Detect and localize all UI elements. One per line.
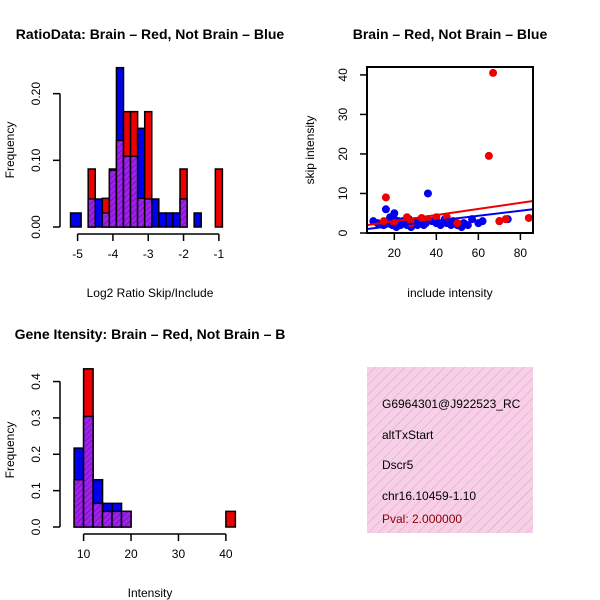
intensity-histogram-bar-brain <box>225 510 237 528</box>
intensity-scatter-y-tick-label: 0 <box>336 229 350 236</box>
intensity-scatter-frame <box>366 66 534 234</box>
intensity-histogram-xlabel: Intensity <box>128 586 173 600</box>
brain-point <box>489 68 498 77</box>
intensity-histogram-y-tick-label: 0.4 <box>29 373 43 390</box>
info-location: chr16.10459-1.10 <box>382 489 476 503</box>
intensity-histogram-y-tick-label: 0.3 <box>29 409 43 426</box>
ratio-histogram-bar-overlap-hatch <box>123 156 131 227</box>
intensity-scatter-y-tick-label: 20 <box>336 147 350 161</box>
info-event-type: altTxStart <box>382 428 434 442</box>
intensity-histogram-bar-overlap-hatch <box>83 416 94 527</box>
ratio-histogram-title: RatioData: Brain – Red, Not Brain – Blue <box>16 26 285 42</box>
ratio-histogram-bar-notbrain <box>193 212 202 228</box>
brain-fit-line <box>367 199 533 227</box>
ratio-histogram-axes: -5 -4 -3 -2 -1 0.00 0.10 0.20 <box>29 82 225 261</box>
ratio-histogram-bar-overlap-hatch <box>116 140 124 227</box>
info-panel: G6964301@J922523_RC altTxStart Dscr5 chr… <box>367 367 533 533</box>
intensity-scatter-x-tick-label: 80 <box>514 246 528 260</box>
ratio-histogram-y-tick-label: 0.20 <box>29 82 43 106</box>
intensity-scatter-panel: Brain – Red, Not Brain – Blue 20 40 60 80 0 1… <box>303 26 547 300</box>
brain-point <box>495 217 504 226</box>
ratio-histogram-bar-overlap-hatch <box>180 199 188 227</box>
intensity-histogram-bar-overlap-hatch <box>121 511 132 527</box>
intensity-scatter-ylabel: skip intensity <box>303 116 317 185</box>
ratio-histogram-ylabel: Frequency <box>3 122 17 179</box>
intensity-scatter-y-tick-label: 30 <box>336 107 350 121</box>
ratio-histogram-bar-notbrain <box>94 198 104 228</box>
intensity-scatter-title: Brain – Red, Not Brain – Blue <box>353 26 548 42</box>
not-brain-point <box>381 205 390 214</box>
ratio-histogram-bar-overlap-hatch <box>144 199 152 227</box>
brain-point <box>453 219 462 228</box>
intensity-histogram-bar-overlap-hatch <box>74 479 84 527</box>
info-pval: Pval: 2.000000 <box>382 512 462 526</box>
ratio-histogram-x-tick-label: -3 <box>143 247 154 261</box>
intensity-histogram-panel: Gene Itensity: Brain – Red, Not Brain – … <box>3 326 285 600</box>
info-probe-id: G6964301@J922523_RC <box>382 397 521 411</box>
intensity-histogram-x-tick-label: 30 <box>172 547 186 561</box>
brain-point <box>484 151 493 160</box>
intensity-histogram-bar-overlap-hatch <box>93 503 103 527</box>
ratio-histogram-bar-notbrain <box>69 212 82 228</box>
intensity-histogram-y-tick-label: 0.1 <box>29 482 43 499</box>
not-brain-point <box>436 221 445 230</box>
intensity-histogram-bars <box>73 368 237 528</box>
ratio-histogram-x-tick-label: -5 <box>72 247 83 261</box>
intensity-scatter-points <box>367 68 533 232</box>
intensity-histogram-y-tick-label: 0.2 <box>29 446 43 463</box>
brain-point <box>381 193 390 202</box>
intensity-histogram-x-tick-label: 40 <box>219 547 233 561</box>
ratio-histogram-xlabel: Log2 Ratio Skip/Include <box>87 286 214 300</box>
ratio-histogram-bar-notbrain <box>158 212 167 228</box>
info-gene-name: Dscr5 <box>382 458 414 472</box>
ratio-histogram-bar-brain <box>214 168 224 228</box>
ratio-histogram-bar-notbrain <box>151 198 160 228</box>
intensity-scatter-x-tick-label: 40 <box>430 246 444 260</box>
ratio-histogram-x-tick-label: -1 <box>214 247 225 261</box>
ratio-histogram-bar-overlap-hatch <box>130 156 138 227</box>
intensity-scatter-x-tick-label: 60 <box>472 246 486 260</box>
intensity-scatter-y-tick-label: 40 <box>336 68 350 82</box>
ratio-histogram-y-tick-label: 0.10 <box>29 148 43 172</box>
intensity-histogram-bar-overlap-hatch <box>102 511 113 527</box>
intensity-histogram-title: Gene Itensity: Brain – Red, Not Brain – … <box>15 326 286 342</box>
ratio-histogram-x-tick-label: -2 <box>178 247 189 261</box>
info-panel-hatch <box>367 367 533 533</box>
brain-point <box>501 215 510 224</box>
ratio-histogram-bar-overlap-hatch <box>88 199 96 227</box>
ratio-histogram-x-tick-label: -4 <box>108 247 119 261</box>
not-brain-point <box>478 217 487 226</box>
intensity-histogram-bar-overlap-hatch <box>112 511 122 527</box>
not-brain-point <box>463 221 472 230</box>
ratio-histogram-bar-notbrain <box>165 212 174 228</box>
ratio-histogram-bar-overlap-hatch <box>102 213 110 227</box>
not-brain-point <box>423 189 432 198</box>
intensity-histogram-x-tick-label: 20 <box>124 547 138 561</box>
ratio-histogram-bar-overlap-hatch <box>137 198 145 227</box>
intensity-histogram-x-tick-label: 10 <box>77 547 91 561</box>
ratio-histogram-bars <box>69 66 224 228</box>
intensity-scatter-xlabel: include intensity <box>407 286 492 300</box>
intensity-histogram-axes: 10 20 30 40 0.0 0.1 0.2 0.3 0.4 <box>29 373 233 561</box>
not-brain-fit-line <box>367 208 533 231</box>
ratio-histogram-bar-overlap-hatch <box>109 170 117 227</box>
ratio-histogram-bar-notbrain <box>172 212 181 228</box>
intensity-scatter-axes: 20 40 60 80 0 10 20 30 40 <box>336 68 527 260</box>
intensity-scatter-y-tick-label: 10 <box>336 186 350 200</box>
intensity-histogram-ylabel: Frequency <box>3 422 17 479</box>
brain-point <box>524 213 533 222</box>
ratio-histogram-y-tick-label: 0.00 <box>29 215 43 239</box>
not-brain-point <box>390 209 399 218</box>
intensity-scatter-x-tick-label: 20 <box>388 246 402 260</box>
info-panel-text-clip: G6964301@J922523_RC altTxStart Dscr5 chr… <box>382 397 521 526</box>
intensity-histogram-y-tick-label: 0.0 <box>29 518 43 535</box>
ratio-histogram-panel: RatioData: Brain – Red, Not Brain – Blue… <box>3 26 284 300</box>
